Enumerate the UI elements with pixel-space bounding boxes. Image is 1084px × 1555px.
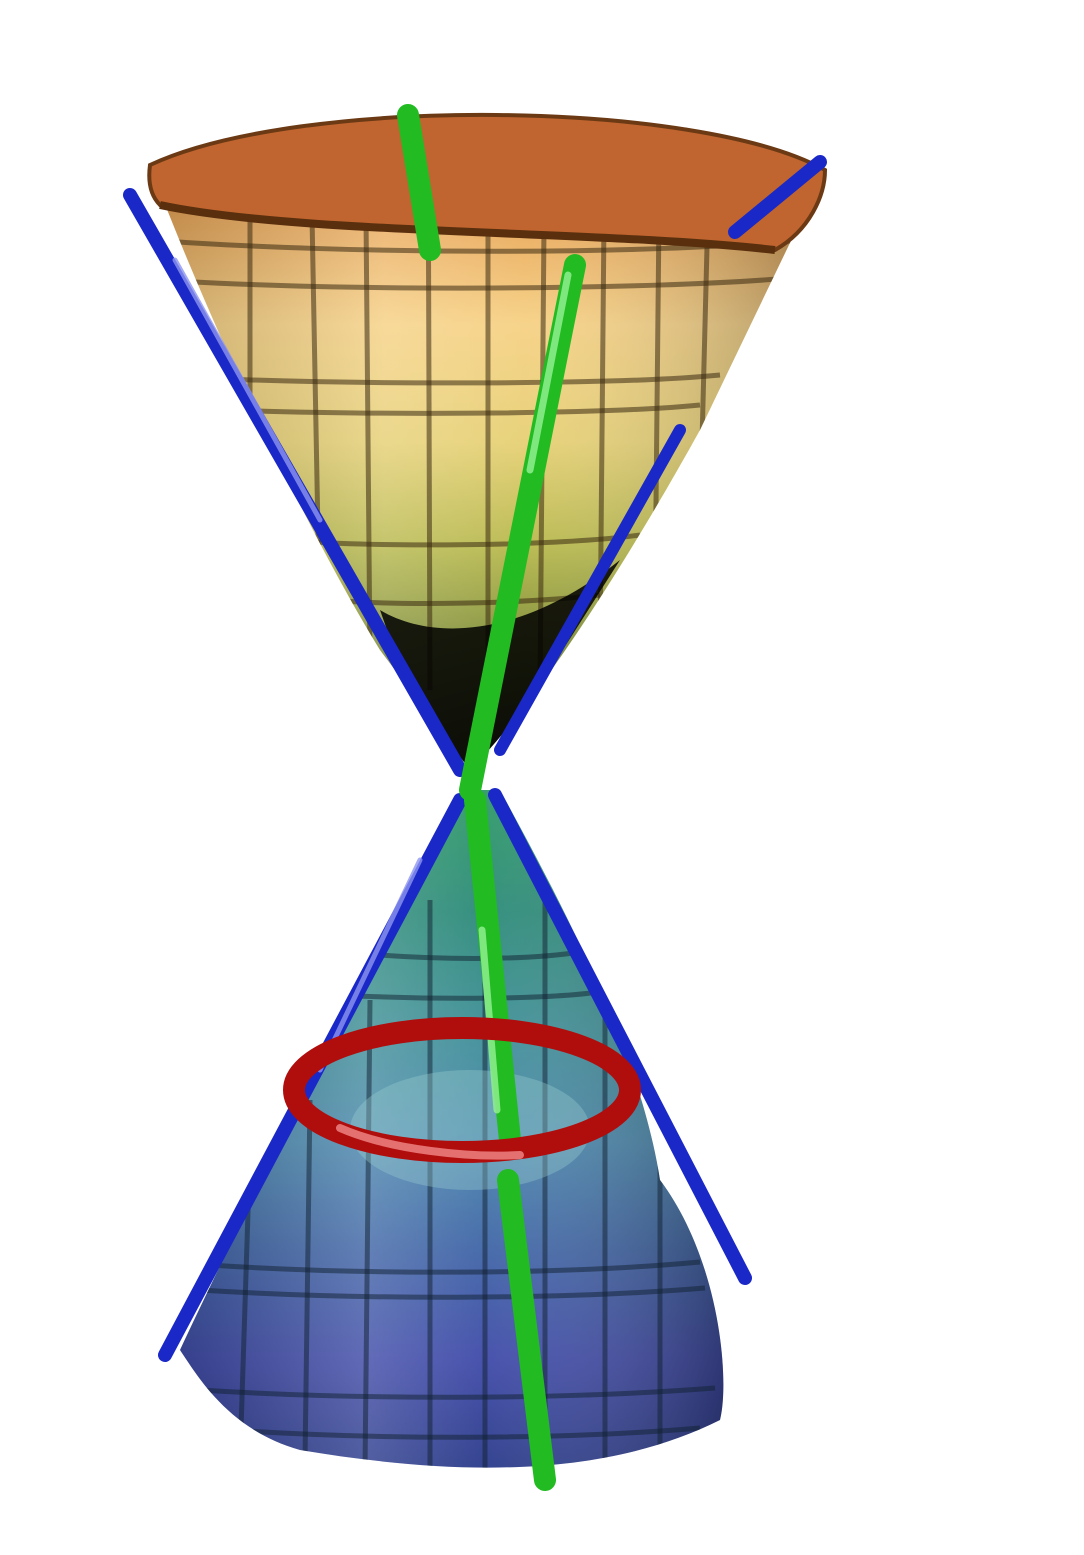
generator-lines: [123, 155, 827, 1362]
generator-line-right-upper: [728, 155, 827, 239]
lower-cone-grid: [180, 790, 724, 1468]
upper-cone: [147, 112, 828, 770]
generator-line-right-upper-lower: [494, 424, 686, 756]
generator-line-left-lower: [158, 793, 467, 1362]
lower-cone: [180, 790, 724, 1468]
red-ring: [283, 1017, 641, 1163]
generator-line-left-upper: [123, 188, 467, 777]
axis-line: [397, 104, 586, 1491]
generator-line-right-lower: [488, 788, 752, 1285]
